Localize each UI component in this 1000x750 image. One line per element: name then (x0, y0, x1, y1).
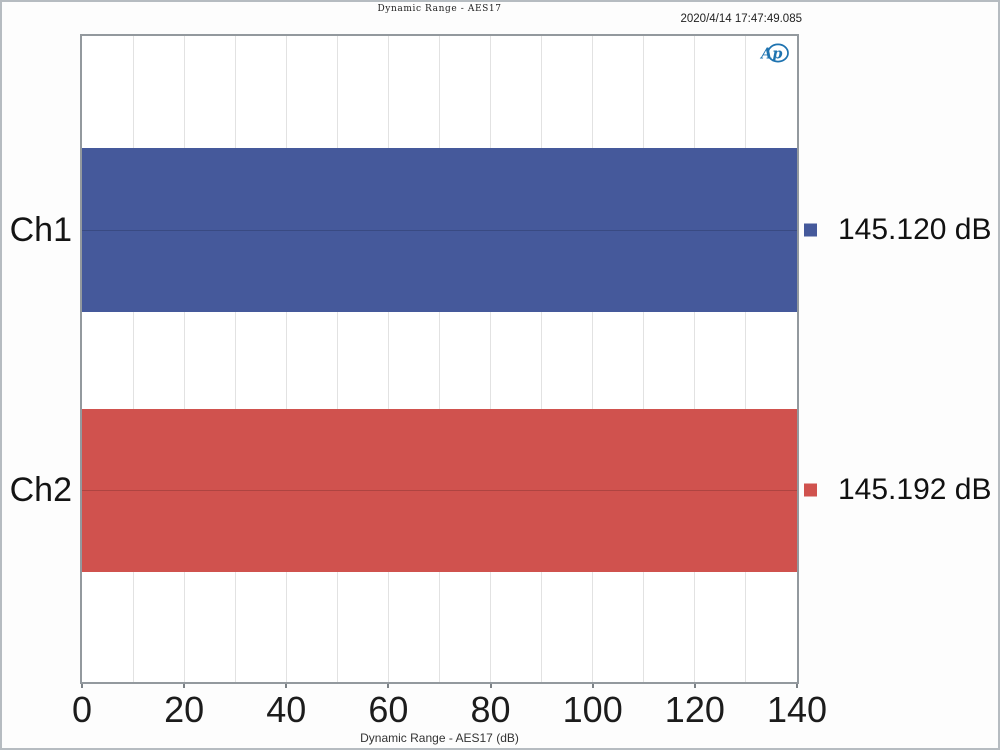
x-tick-label-140: 140 (766, 689, 828, 730)
gridline-minor (234, 36, 236, 682)
plot-area: Ap (80, 34, 799, 684)
x-tick-mark-40 (285, 684, 288, 688)
gridline-major (285, 36, 287, 682)
bar-ch2 (82, 408, 797, 573)
gridline-minor (439, 36, 440, 682)
x-tick-label-80: 80 (470, 689, 511, 730)
x-tick-mark-0 (81, 684, 83, 688)
value-marker-ch2 (804, 483, 817, 497)
timestamp: 2020/4/14 17:47:49.085 (680, 13, 802, 25)
x-tick-mark-120 (693, 684, 696, 688)
bar-center-line (82, 490, 797, 492)
gridline-major (183, 36, 185, 682)
x-tick-mark-20 (183, 684, 186, 688)
page-title: Dynamic Range - AES17 (377, 4, 502, 14)
x-tick-label-120: 120 (664, 689, 725, 730)
gridline-minor (132, 36, 134, 682)
gridline-major (490, 36, 492, 682)
x-tick-mark-140 (796, 684, 798, 688)
gridline-major (694, 36, 696, 682)
gridline-minor (336, 36, 338, 682)
bar-center-line (82, 229, 797, 231)
gridline-minor (643, 36, 645, 682)
value-marker-ch1 (804, 223, 817, 237)
gridline-major (592, 36, 594, 682)
svg-text:Ap: Ap (759, 46, 782, 63)
x-tick-label-0: 0 (71, 689, 93, 730)
category-label-ch2: Ch2 (9, 471, 72, 510)
gridline-minor (541, 36, 543, 682)
gridline-major (387, 36, 389, 682)
value-label-ch2: 145.192 dB (838, 473, 992, 507)
category-label-ch1: Ch1 (9, 210, 72, 249)
x-tick-mark-100 (591, 684, 594, 688)
x-tick-mark-80 (489, 684, 492, 688)
value-label-ch1: 145.120 dB (838, 212, 992, 246)
x-tick-label-60: 60 (368, 689, 409, 730)
x-tick-label-100: 100 (562, 689, 623, 730)
x-axis-title: Dynamic Range - AES17 (dB) (360, 731, 519, 745)
x-tick-label-20: 20 (164, 689, 205, 730)
x-tick-label-40: 40 (266, 689, 307, 730)
ap-logo-icon: Ap (758, 42, 790, 64)
gridline-minor (745, 36, 747, 682)
bar-ch1 (82, 148, 797, 312)
x-tick-mark-60 (387, 684, 390, 688)
